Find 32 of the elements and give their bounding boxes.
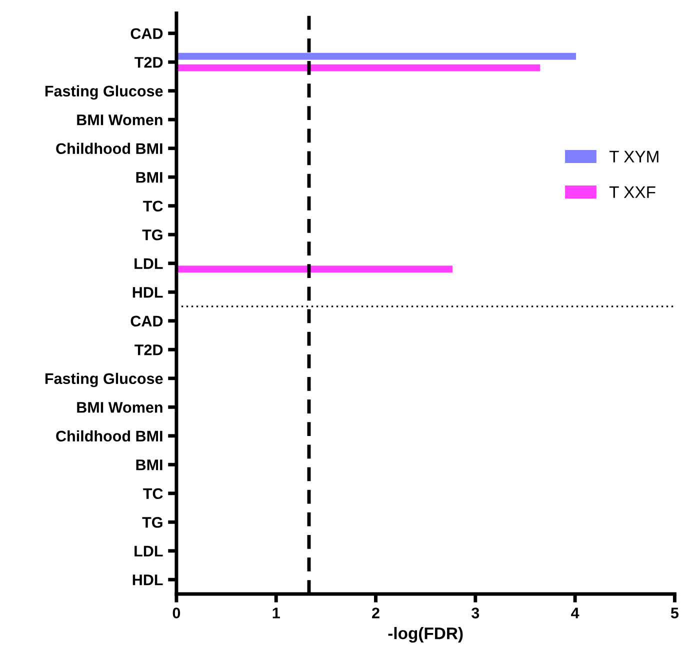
y-tick-label: BMI Women bbox=[77, 402, 162, 413]
y-tick-label: BMI bbox=[136, 460, 162, 470]
y-tick-label: CAD bbox=[130, 28, 163, 40]
x-axis-title: -log(FDR) bbox=[388, 626, 463, 643]
bar bbox=[176, 52, 576, 60]
y-tick-label: Fasting Glucose bbox=[45, 372, 163, 388]
y-tick-label: CAD bbox=[130, 316, 163, 327]
y-tick-label: Fasting Glucose bbox=[45, 85, 163, 100]
y-tick-label: TG bbox=[142, 516, 162, 528]
y-tick-label: LDL bbox=[134, 546, 163, 556]
bar bbox=[176, 266, 452, 273]
y-tick-label: TG bbox=[142, 229, 162, 240]
y-tick-label: HDL bbox=[132, 574, 163, 586]
y-tick-label: Childhood BMI bbox=[56, 430, 162, 442]
y-tick-label: T2D bbox=[134, 56, 163, 68]
x-tick-label: 4 bbox=[571, 608, 580, 618]
y-tick-label: BMI Women bbox=[77, 114, 162, 126]
y-tick-label: LDL bbox=[134, 258, 163, 269]
bar bbox=[176, 64, 540, 72]
legend-label: T XYM bbox=[609, 150, 658, 162]
x-tick-label: 2 bbox=[372, 608, 380, 618]
x-tick-label: 1 bbox=[272, 608, 280, 618]
legend-label: T XXF bbox=[609, 186, 656, 198]
y-tick-label: BMI bbox=[136, 172, 162, 183]
x-tick-label: 5 bbox=[670, 608, 679, 618]
y-tick-label: HDL bbox=[132, 287, 163, 298]
y-tick-label: Childhood BMI bbox=[56, 142, 162, 154]
y-tick-label: TC bbox=[143, 200, 163, 212]
y-tick-label: T2D bbox=[134, 344, 163, 356]
x-tick-label: 3 bbox=[472, 608, 480, 618]
y-tick-label: TC bbox=[143, 488, 163, 500]
x-tick-label: 0 bbox=[172, 608, 180, 618]
